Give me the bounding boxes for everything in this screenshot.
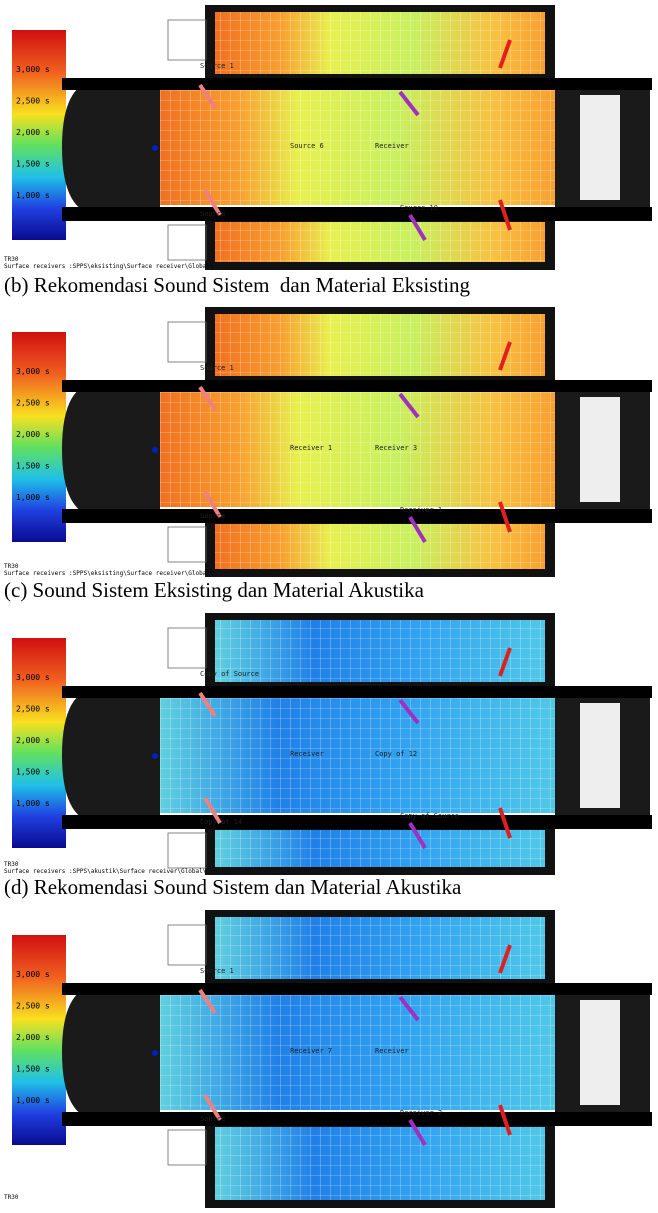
grid-box bbox=[168, 833, 206, 868]
object-label: Copy of 12 bbox=[375, 750, 417, 758]
object-label: Source 1 bbox=[200, 364, 234, 372]
footer-label: Surface receivers :SPPS\eksisting\Surfac… bbox=[4, 263, 214, 270]
floor-grid bbox=[160, 698, 555, 813]
simulation-image: 3,000 s 2,500 s 2,000 s 1,500 s 1,000 s Sourc… bbox=[0, 0, 658, 275]
legend-label: 2,500 s bbox=[16, 399, 50, 408]
legend-label: 2,500 s bbox=[16, 705, 50, 714]
floor-grid bbox=[215, 830, 545, 867]
grid-box bbox=[168, 527, 206, 562]
object-label: Copy of Source bbox=[400, 812, 459, 820]
object-label: Copy of 14 bbox=[200, 818, 242, 826]
stage-end bbox=[62, 688, 160, 823]
figure: 3,000 s 2,500 s 2,000 s 1,500 s 1,000 s Sourc… bbox=[0, 0, 658, 1213]
footer-label: Surface receivers :SPPS\eksisting\Surfac… bbox=[4, 570, 214, 577]
grid-box bbox=[168, 20, 206, 60]
floor-grid bbox=[215, 524, 545, 569]
footer-label: Surface receivers :SPPS\akustik\Surface … bbox=[4, 868, 207, 875]
floor-grid bbox=[215, 620, 545, 682]
bottom-bar bbox=[62, 1112, 652, 1126]
floor-grid bbox=[160, 90, 555, 205]
bottom-bar bbox=[62, 509, 652, 523]
right-white bbox=[580, 397, 620, 502]
legend-label: 1,000 s bbox=[16, 493, 50, 502]
caption: (d) Rekomendasi Sound Sistem dan Materia… bbox=[4, 875, 461, 900]
object-label: Receiver 1 bbox=[400, 506, 442, 514]
top-bar bbox=[62, 686, 652, 698]
legend-label: 2,000 s bbox=[16, 1033, 50, 1042]
top-bar bbox=[62, 983, 652, 995]
receiver-dot bbox=[152, 753, 158, 759]
top-bar bbox=[62, 380, 652, 392]
footer-label: TR30 bbox=[4, 256, 19, 263]
footer-label: TR30 bbox=[4, 563, 19, 570]
grid-box bbox=[168, 1130, 206, 1165]
footer-label: TR30 bbox=[4, 861, 19, 868]
legend-label: 1,500 s bbox=[16, 462, 50, 471]
bottom-bar bbox=[62, 207, 652, 221]
object-label: Receiver bbox=[375, 1047, 409, 1055]
object-label: Receiver 7 bbox=[290, 1047, 332, 1055]
legend-label: 1,000 s bbox=[16, 191, 50, 200]
right-white bbox=[580, 703, 620, 808]
right-white bbox=[580, 95, 620, 200]
object-label: Source 1 bbox=[200, 967, 234, 975]
object-label: Copy of Source bbox=[200, 670, 259, 678]
object-label: Receiver 3 bbox=[375, 444, 417, 452]
object-label: Receiver bbox=[375, 142, 409, 150]
object-label: Source 6 bbox=[290, 142, 324, 150]
legend-label: 1,500 s bbox=[16, 1065, 50, 1074]
legend-label: 3,000 s bbox=[16, 367, 50, 376]
top-bar bbox=[62, 78, 652, 90]
floor-grid bbox=[215, 1127, 545, 1200]
object-label: Receiver 2 bbox=[400, 1109, 442, 1117]
stage-end bbox=[62, 985, 160, 1120]
caption: (b) Rekomendasi Sound Sistem dan Materia… bbox=[4, 273, 470, 298]
legend-label: 1,500 s bbox=[16, 768, 50, 777]
floor-grid bbox=[215, 917, 545, 979]
simulation-image: 3,000 s 2,500 s 2,000 s 1,500 s 1,000 s Sourc… bbox=[0, 302, 658, 582]
floor-grid bbox=[215, 12, 545, 74]
legend-label: 2,000 s bbox=[16, 128, 50, 137]
floor-grid bbox=[160, 392, 555, 507]
legend-label: 3,000 s bbox=[16, 65, 50, 74]
legend-label: 1,500 s bbox=[16, 160, 50, 169]
grid-box bbox=[168, 225, 206, 260]
legend-label: 3,000 s bbox=[16, 673, 50, 682]
object-label: Receiver bbox=[290, 750, 324, 758]
grid-box bbox=[168, 628, 206, 668]
bottom-bar bbox=[62, 815, 652, 829]
right-white bbox=[580, 1000, 620, 1105]
floor-grid bbox=[215, 314, 545, 376]
legend-label: 2,500 s bbox=[16, 1002, 50, 1011]
footer-label: TR30 bbox=[4, 1194, 19, 1201]
grid-box bbox=[168, 322, 206, 362]
legend-label: 2,500 s bbox=[16, 97, 50, 106]
object-label: Source bbox=[200, 210, 225, 218]
floor-grid bbox=[215, 222, 545, 262]
receiver-dot bbox=[152, 1050, 158, 1056]
object-label: Source 1 bbox=[200, 62, 234, 70]
object-label: Receiver 1 bbox=[290, 444, 332, 452]
object-label: Source bbox=[200, 1115, 225, 1123]
floor-grid bbox=[160, 995, 555, 1110]
object-label: Source bbox=[200, 512, 225, 520]
stage-end bbox=[62, 382, 160, 517]
legend-label: 1,000 s bbox=[16, 1096, 50, 1105]
legend-label: 2,000 s bbox=[16, 736, 50, 745]
grid-box bbox=[168, 925, 206, 965]
receiver-dot bbox=[152, 145, 158, 151]
object-label: Source 10 bbox=[400, 204, 438, 212]
stage-end bbox=[62, 80, 160, 215]
legend-label: 3,000 s bbox=[16, 970, 50, 979]
simulation-image: 3,000 s 2,500 s 2,000 s 1,500 s 1,000 s Copy … bbox=[0, 608, 658, 880]
legend-label: 2,000 s bbox=[16, 430, 50, 439]
receiver-dot bbox=[152, 447, 158, 453]
caption: (c) Sound Sistem Eksisting dan Material … bbox=[4, 578, 424, 603]
simulation-image: 3,000 s 2,500 s 2,000 s 1,500 s 1,000 s Sourc… bbox=[0, 905, 658, 1213]
legend-label: 1,000 s bbox=[16, 799, 50, 808]
